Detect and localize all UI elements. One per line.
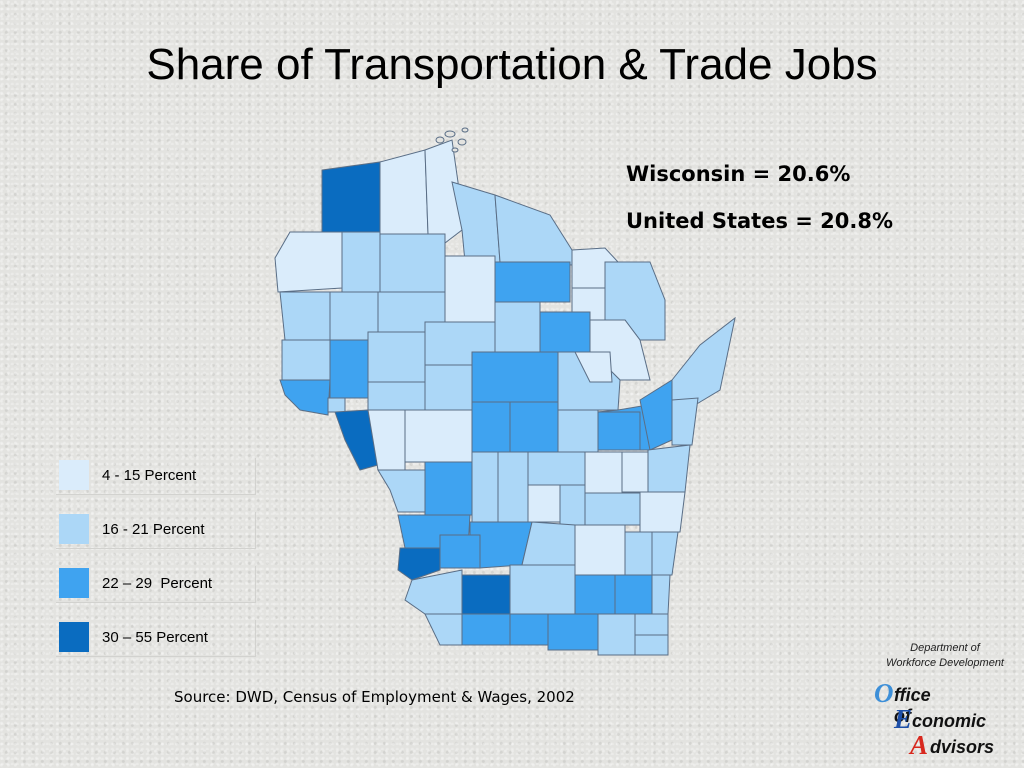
county-ozaukee-north [639,491,686,533]
county-sheboygan [647,444,691,493]
county-bayfield [379,149,429,235]
county-winnebago [584,451,623,494]
legend-swatch-1 [59,460,89,490]
wisconsin-stat: Wisconsin = 20.6% [626,162,851,186]
county-greenlake [559,484,586,526]
county-portage [509,401,559,453]
state-stats: Wisconsin = 20.6% United States = 20.8% [626,162,893,256]
department-label: Department of Workforce Development [870,641,1020,671]
county-marathon [471,351,559,403]
county-dane [509,564,576,615]
legend-item-4: 30 – 55 Percent [56,620,256,657]
county-juneau [471,451,499,523]
county-racine [634,613,669,636]
county-crawford [397,547,441,581]
county-langlade [539,311,591,353]
county-rock [547,613,599,651]
island [451,147,459,153]
county-oneida [494,261,571,303]
county-ozaukee [651,531,679,576]
page-title: Share of Transportation & Trade Jobs [146,40,878,89]
county-manitowoc [671,397,699,446]
county-dodge [574,524,626,576]
county-buffalo [334,409,379,471]
county-price [444,255,496,323]
island [444,130,456,138]
oea-text-office: ffice of [894,685,931,726]
united-states-stat: United States = 20.8% [626,209,894,233]
county-dunn [329,339,369,399]
county-chippewa [367,331,426,383]
county-wood [471,401,511,453]
county-lincoln [494,301,541,353]
oea-letter-o: O [874,678,894,708]
county-eauclaire [367,381,426,411]
county-washburn [341,231,381,293]
county-burnett [274,231,343,293]
island [461,127,469,133]
department-line-1: Department of [910,642,980,654]
county-douglas [321,161,381,233]
county-stcroix [281,339,331,381]
county-vilas [494,194,573,266]
island [435,136,445,144]
legend-item-3: 22 – 29 Percent [56,566,256,603]
county-walworth [597,613,636,656]
county-adams [497,451,529,523]
county-calumet [621,451,649,493]
legend-swatch-4 [59,622,89,652]
county-washington [624,531,653,576]
county-richland [439,534,481,569]
county-jackson [404,409,473,463]
county-monroe [424,461,473,516]
county-waupaca [557,409,599,453]
oea-text-advisors: dvisors [930,737,995,757]
county-grant-south [424,613,463,646]
legend-item-2: 16 - 21 Percent [56,512,256,549]
county-polk [279,291,331,341]
county-sawyer [379,233,446,293]
island [457,138,467,146]
county-waushara [527,451,586,486]
county-outagamie [597,411,641,451]
county-lafayette [461,613,511,646]
oea-letter-a: A [910,730,929,760]
county-menominee [574,351,613,383]
county-jefferson [574,574,616,615]
legend-label-4: 30 – 55 Percent [102,629,208,646]
county-fonddulac [584,492,641,526]
source-note: Source: DWD, Census of Employment & Wage… [174,688,575,706]
legend-item-1: 4 - 15 Percent [56,458,256,495]
county-waukesha [614,574,653,615]
oea-letter-e: E [894,704,913,734]
county-pierce [279,379,331,416]
county-iowa [461,574,511,615]
county-pepin [327,397,346,413]
legend-label-3: 22 – 29 Percent [102,575,213,592]
department-line-2: Workforce Development [886,657,1004,669]
legend-swatch-2 [59,514,89,544]
map-legend: 4 - 15 Percent 16 - 21 Percent 22 – 29 P… [56,458,256,674]
county-kenosha [634,634,669,656]
county-milwaukee [651,574,671,615]
oea-text-economic: conomic [912,711,987,731]
legend-label-2: 16 - 21 Percent [102,521,205,538]
legend-swatch-3 [59,568,89,598]
county-green [509,613,549,646]
county-marquette [527,484,561,523]
legend-label-1: 4 - 15 Percent [102,467,197,484]
county-lacrosse [377,469,426,513]
